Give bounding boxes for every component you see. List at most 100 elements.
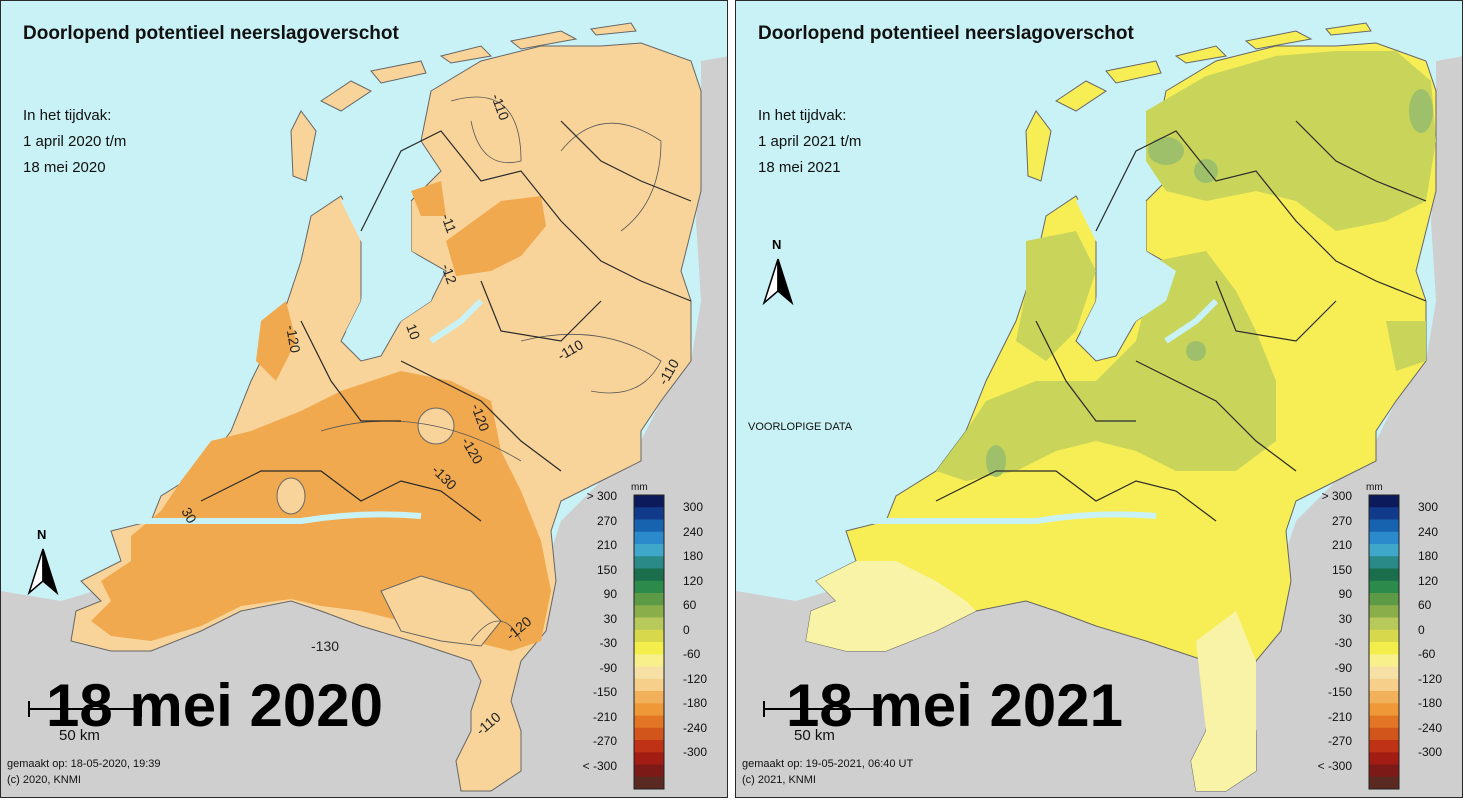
legend-swatch xyxy=(1369,715,1399,729)
legend-tick-right: 180 xyxy=(1418,549,1439,564)
map-title: Doorlopend potentieel neerslagoverschot xyxy=(758,23,1134,44)
legend-swatch xyxy=(634,593,664,606)
legend-swatch xyxy=(634,776,664,790)
river xyxy=(121,511,422,525)
north-arrow-icon xyxy=(27,548,59,596)
province-border xyxy=(480,280,602,342)
legend-tick-right: 300 xyxy=(1418,500,1439,515)
contour-label: 10 xyxy=(403,322,423,342)
legend-tick-left: 270 xyxy=(596,513,617,528)
wadden-island-1 xyxy=(1025,110,1052,182)
legend-tick-left: 150 xyxy=(596,562,617,577)
province-border xyxy=(1095,130,1427,302)
legend-tick-right: -60 xyxy=(683,647,701,662)
green-zone-west xyxy=(1016,231,1096,361)
period-text: In het tijdvak: 1 april 2020 t/m 18 mei … xyxy=(23,103,126,181)
north-arrow-icon xyxy=(762,258,794,306)
green-zone-center xyxy=(936,251,1276,481)
legend-tick-left: -270 xyxy=(592,734,617,748)
period-line: In het tijdvak: xyxy=(758,107,847,124)
wadden-island-1 xyxy=(290,110,317,182)
legend-tick-right: 120 xyxy=(1418,573,1439,588)
legend-swatch xyxy=(1369,605,1399,618)
deficit-zone-noordholland xyxy=(411,181,446,216)
legend-swatch xyxy=(634,752,664,765)
legend-tick-left: -30 xyxy=(599,636,617,650)
wadden-island-3 xyxy=(370,60,427,84)
contour-label: 30 xyxy=(178,505,200,527)
legend-swatch xyxy=(1369,691,1399,704)
legend-tick-left: -30 xyxy=(1334,636,1352,650)
contour-line xyxy=(470,620,522,642)
copyright: (c) 2020, KNMI xyxy=(7,774,81,786)
period-line: 1 april 2021 t/m xyxy=(758,133,862,150)
legend-swatch xyxy=(634,507,664,520)
legend-tick-left: -210 xyxy=(592,709,617,724)
legend-swatch xyxy=(1369,629,1399,643)
wadden-island-5 xyxy=(509,30,578,50)
legend-swatch xyxy=(1369,593,1399,606)
legend-color-bar xyxy=(633,494,665,790)
contour-line xyxy=(560,122,662,232)
legend-swatch xyxy=(634,617,664,631)
legend-swatch xyxy=(1369,507,1399,520)
legend-swatch xyxy=(1369,568,1399,582)
legend-swatch xyxy=(634,703,664,716)
legend-swatch xyxy=(1369,776,1399,790)
map-panel-2021: Doorlopend potentieel neerslagoverschot … xyxy=(735,0,1463,798)
legend-swatch xyxy=(1369,556,1399,569)
scale-label: 50 km xyxy=(794,727,835,744)
pale-zone-limburg xyxy=(1191,611,1256,791)
province-border xyxy=(1295,120,1427,202)
legend-swatch xyxy=(634,629,664,643)
date-overlay: 18 mei 2021 xyxy=(786,672,1123,739)
legend-tick-left: -90 xyxy=(1334,660,1352,675)
green-zone-east xyxy=(1386,321,1426,371)
wadden-island-5 xyxy=(1244,30,1313,50)
wadden-island-4 xyxy=(1174,45,1228,64)
river xyxy=(1164,298,1219,344)
legend-swatch xyxy=(1369,617,1399,631)
legend-swatch xyxy=(634,691,664,704)
legend-tick-left: 90 xyxy=(1338,587,1352,601)
legend-unit: mm xyxy=(631,482,648,493)
dark-green-patch xyxy=(1194,159,1218,183)
dark-green-patch xyxy=(986,445,1006,477)
wadden-island-3 xyxy=(1105,60,1162,84)
legend-tick-left: 270 xyxy=(1331,513,1352,528)
made-on: gemaakt op: 18-05-2020, 19:39 xyxy=(7,758,161,770)
legend-swatch xyxy=(634,654,664,667)
legend-color-bar xyxy=(1368,494,1400,790)
legend-tick-left: 210 xyxy=(1331,538,1352,552)
legend-tick-right: 240 xyxy=(683,524,704,539)
contour-label: -11 xyxy=(438,212,460,236)
pale-zone-zeeland xyxy=(806,561,976,651)
legend-tick-right: -180 xyxy=(1418,696,1443,711)
wadden-island-2 xyxy=(320,80,372,112)
legend-outline xyxy=(633,494,665,790)
legend-swatch xyxy=(1369,764,1399,778)
scale-bar xyxy=(28,701,142,717)
legend-tick-right: -240 xyxy=(1418,720,1443,735)
green-zone-north xyxy=(1146,51,1436,231)
legend-tick-left: > 300 xyxy=(586,489,617,503)
river xyxy=(856,511,1157,525)
scale-bar xyxy=(763,701,877,717)
legend-swatch xyxy=(1369,519,1399,533)
light-patch-2 xyxy=(276,477,306,515)
light-patch-1 xyxy=(380,575,502,647)
map-svg-2021 xyxy=(736,1,1462,797)
legend-swatch xyxy=(1369,727,1399,741)
contour-line xyxy=(450,96,522,163)
north-label: N xyxy=(772,237,782,252)
credits: gemaakt op: 18-05-2020, 19:39 (c) 2020, … xyxy=(7,756,161,788)
legend-tick-right: -180 xyxy=(683,696,708,711)
legend-tick-right: -300 xyxy=(1418,745,1443,760)
legend-tick-right: 60 xyxy=(683,598,697,613)
legend-swatch xyxy=(1369,678,1399,692)
province-border xyxy=(300,320,401,422)
legend-swatch xyxy=(634,544,664,557)
legend-tick-left: -270 xyxy=(1327,734,1352,748)
wadden-island-6 xyxy=(590,22,637,36)
